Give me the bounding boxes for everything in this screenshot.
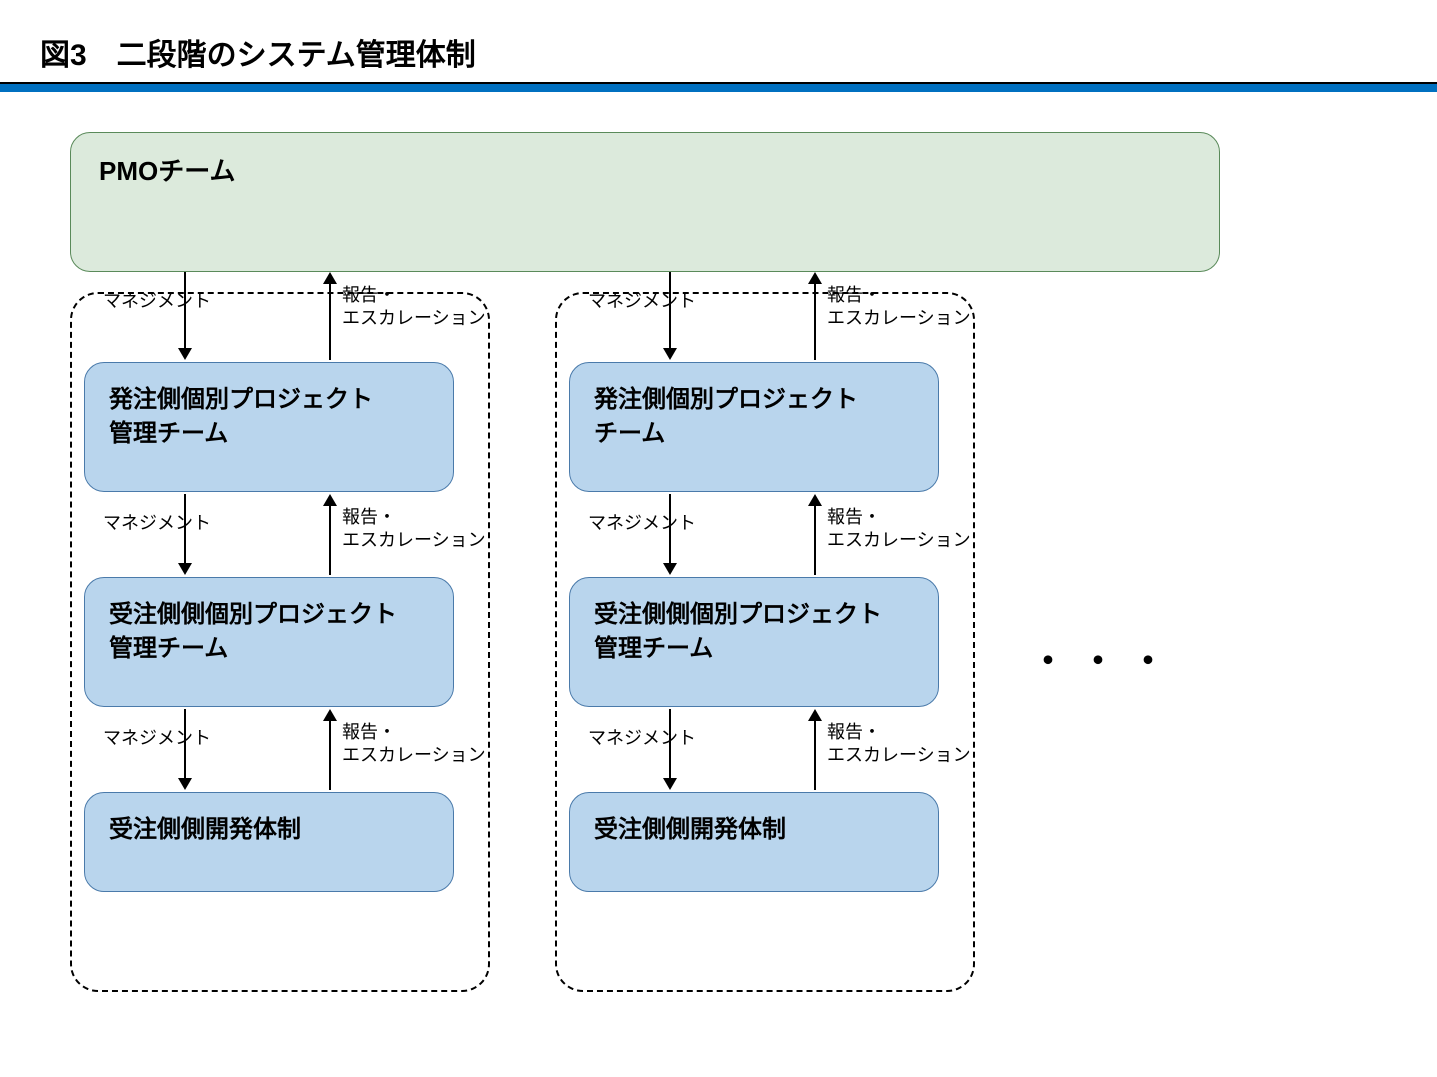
node-box: 受注側側個別プロジェクト 管理チーム [569, 577, 939, 707]
down-arrow [660, 272, 680, 360]
up-arrow [320, 709, 340, 790]
node-box: 受注側側開発体制 [84, 792, 454, 892]
node-box: 発注側個別プロジェクト チーム [569, 362, 939, 492]
diagram-title: 図3 二段階のシステム管理体制 [0, 0, 1437, 84]
label-report-escalation: 報告・ エスカレーション [342, 284, 486, 331]
label-report-escalation: 報告・ エスカレーション [827, 506, 971, 553]
up-arrow [805, 272, 825, 360]
node-box: 受注側側開発体制 [569, 792, 939, 892]
diagram-canvas: PMOチーム発注側個別プロジェクト 管理チーム受注側側個別プロジェクト 管理チー… [70, 132, 1370, 1012]
down-arrow [175, 272, 195, 360]
ellipsis: ・・・ [1030, 632, 1180, 684]
label-management: マネジメント [103, 727, 211, 750]
up-arrow [320, 494, 340, 575]
node-box: 発注側個別プロジェクト 管理チーム [84, 362, 454, 492]
label-management: マネジメント [103, 512, 211, 535]
label-report-escalation: 報告・ エスカレーション [342, 506, 486, 553]
pmo-box: PMOチーム [70, 132, 1220, 272]
label-report-escalation: 報告・ エスカレーション [827, 284, 971, 331]
label-report-escalation: 報告・ エスカレーション [342, 721, 486, 768]
label-management: マネジメント [588, 512, 696, 535]
title-underline [0, 84, 1437, 92]
up-arrow [320, 272, 340, 360]
node-box: 受注側側個別プロジェクト 管理チーム [84, 577, 454, 707]
label-management: マネジメント [588, 727, 696, 750]
up-arrow [805, 709, 825, 790]
label-management: マネジメント [103, 290, 211, 313]
up-arrow [805, 494, 825, 575]
label-management: マネジメント [588, 290, 696, 313]
label-report-escalation: 報告・ エスカレーション [827, 721, 971, 768]
